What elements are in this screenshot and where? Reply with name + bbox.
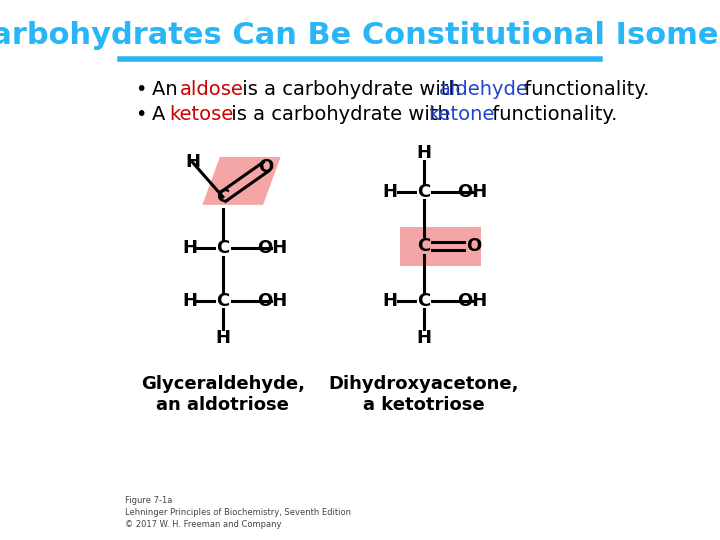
Text: H: H: [182, 239, 197, 258]
Text: Dihydroxyacetone,
a ketotriose: Dihydroxyacetone, a ketotriose: [328, 375, 519, 414]
Text: •: •: [135, 80, 146, 99]
Text: C: C: [417, 237, 431, 255]
Text: •: •: [135, 105, 146, 124]
Text: functionality.: functionality.: [518, 80, 649, 99]
Text: H: H: [383, 183, 398, 200]
Bar: [400, 227, 481, 266]
Text: aldehyde: aldehyde: [438, 80, 528, 99]
Text: An: An: [152, 80, 184, 99]
Text: ketone: ketone: [428, 105, 495, 124]
Text: O: O: [258, 158, 274, 176]
Text: Carbohydrates Can Be Constitutional Isomers: Carbohydrates Can Be Constitutional Isom…: [0, 22, 720, 50]
Text: A: A: [152, 105, 171, 124]
Text: H: H: [416, 329, 431, 347]
Text: Glyceraldehyde,
an aldotriose: Glyceraldehyde, an aldotriose: [141, 375, 305, 414]
Text: C: C: [417, 183, 431, 200]
Text: OH: OH: [457, 183, 487, 200]
Text: C: C: [216, 239, 230, 258]
Text: H: H: [185, 153, 200, 171]
Text: OH: OH: [257, 239, 287, 258]
Polygon shape: [202, 157, 281, 205]
Text: H: H: [182, 292, 197, 309]
Text: functionality.: functionality.: [487, 105, 618, 124]
Text: OH: OH: [257, 292, 287, 309]
Text: H: H: [383, 292, 398, 309]
Text: H: H: [416, 144, 431, 162]
Text: C: C: [417, 292, 431, 309]
Text: O: O: [466, 237, 481, 255]
Text: C: C: [216, 292, 230, 309]
Text: OH: OH: [457, 292, 487, 309]
Text: aldose: aldose: [180, 80, 244, 99]
Text: C: C: [216, 188, 230, 206]
Text: H: H: [215, 329, 230, 347]
Text: is a carbohydrate with: is a carbohydrate with: [225, 105, 456, 124]
Text: ketose: ketose: [169, 105, 233, 124]
Text: is a carbohydrate with: is a carbohydrate with: [236, 80, 467, 99]
Text: Figure 7-1a
Lehninger Principles of Biochemistry, Seventh Edition
© 2017 W. H. F: Figure 7-1a Lehninger Principles of Bioc…: [125, 496, 351, 529]
